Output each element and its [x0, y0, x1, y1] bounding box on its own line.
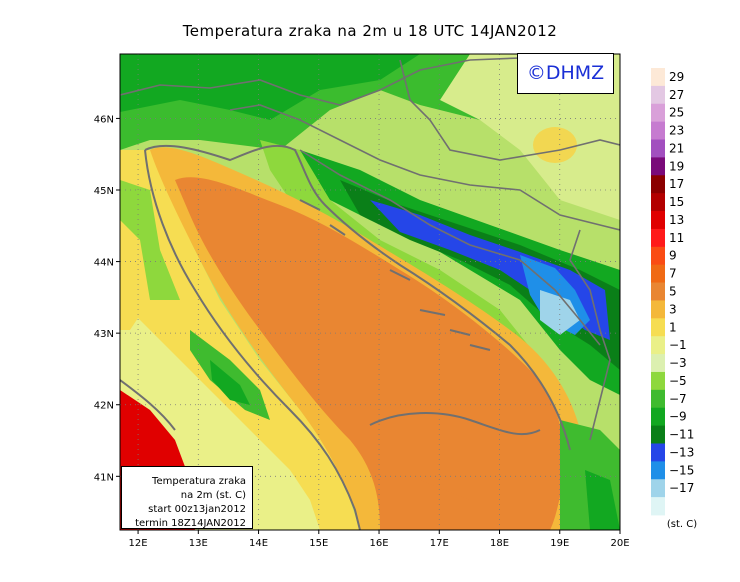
lon-tick-label: 19E	[550, 538, 569, 549]
colorbar-swatch	[651, 68, 665, 87]
info-line-3: start 00z13jan2012	[148, 504, 246, 515]
colorbar-label: −9	[669, 410, 687, 424]
colorbar-label: 19	[669, 159, 684, 173]
colorbar-label: 1	[669, 320, 677, 334]
colorbar-label: 21	[669, 141, 684, 155]
lon-tick-label: 20E	[610, 538, 629, 549]
colorbar-swatch	[651, 461, 665, 480]
colorbar-swatch	[651, 425, 665, 444]
colorbar-swatch	[651, 371, 665, 391]
colorbar: 29 27 25 23 21 19 17 15 13 11 9 7 5 3 1 −1 −3 −5 −7 −9 −11 −1…	[651, 68, 694, 516]
colorbar-label: 29	[669, 70, 684, 84]
info-line-2: na 2m (st. C)	[180, 490, 246, 501]
colorbar-label: 3	[669, 302, 677, 316]
lat-tick-label: 42N	[94, 401, 114, 412]
lon-tick-label: 16E	[370, 538, 389, 549]
colorbar-label: 17	[669, 177, 684, 191]
lat-tick-label: 46N	[94, 114, 114, 125]
colorbar-swatch	[651, 354, 665, 373]
colorbar-label: −1	[669, 338, 687, 352]
colorbar-label: 5	[669, 285, 677, 299]
colorbar-swatch	[651, 336, 665, 355]
coastlines	[120, 144, 571, 530]
colorbar-swatch	[651, 157, 665, 176]
lat-tick-label: 43N	[94, 329, 114, 340]
colorbar-swatch	[651, 479, 665, 498]
colorbar-swatch	[651, 121, 665, 140]
temperature-field	[120, 54, 620, 530]
lat-tick-label: 41N	[94, 472, 114, 483]
colorbar-swatch	[651, 85, 665, 105]
lon-tick-label: 14E	[249, 538, 268, 549]
colorbar-swatch	[651, 246, 665, 266]
colorbar-swatch	[651, 139, 665, 158]
lon-tick-label: 13E	[189, 538, 208, 549]
colorbar-label: −13	[669, 445, 694, 459]
colorbar-label: 15	[669, 195, 684, 209]
colorbar-label: 23	[669, 124, 684, 138]
info-line-4: termin 18Z14JAN2012	[135, 518, 246, 529]
map-title: Temperatura zraka na 2m u 18 UTC 14JAN20…	[182, 22, 558, 40]
info-line-1: Temperatura zraka	[152, 476, 246, 487]
colorbar-label: 7	[669, 267, 677, 281]
colorbar-swatch	[651, 228, 665, 248]
colorbar-label: −5	[669, 374, 687, 388]
colorbar-label: 27	[669, 88, 684, 102]
colorbar-label: −11	[669, 428, 694, 442]
longitude-axis: 12E 13E 14E 15E 16E 17E 18E 19E 20E	[129, 530, 630, 549]
colorbar-label: −7	[669, 392, 687, 406]
colorbar-swatch	[651, 300, 665, 319]
colorbar-swatch	[651, 443, 665, 462]
colorbar-swatch	[651, 282, 665, 301]
colorbar-label: 11	[669, 231, 684, 245]
colorbar-swatch	[651, 407, 665, 426]
latitude-axis: 41N 42N 43N 44N 45N 46N	[94, 114, 120, 483]
colorbar-swatch	[651, 193, 665, 212]
lon-tick-label: 15E	[309, 538, 328, 549]
colorbar-unit: (st. C)	[667, 519, 697, 530]
colorbar-swatch	[651, 211, 665, 230]
colorbar-swatch	[651, 318, 665, 337]
colorbar-label: 25	[669, 106, 684, 120]
colorbar-swatch	[651, 264, 665, 283]
colorbar-label: 9	[669, 249, 677, 263]
dhmz-logo: ©DHMZ	[517, 53, 614, 94]
gridlines	[120, 54, 620, 530]
lon-tick-label: 12E	[129, 538, 148, 549]
lon-tick-label: 17E	[430, 538, 449, 549]
info-box: Temperatura zraka na 2m (st. C) start 00…	[121, 466, 253, 529]
colorbar-label: 13	[669, 213, 684, 227]
colorbar-label: −3	[669, 356, 687, 370]
colorbar-swatch	[651, 103, 665, 123]
lat-tick-label: 44N	[94, 258, 114, 269]
colorbar-swatch	[651, 175, 665, 194]
country-borders	[120, 57, 620, 441]
lon-tick-label: 18E	[490, 538, 509, 549]
colorbar-swatch	[651, 389, 665, 409]
colorbar-swatch	[651, 497, 665, 516]
colorbar-label: −17	[669, 481, 694, 495]
colorbar-label: −15	[669, 463, 694, 477]
lat-tick-label: 45N	[94, 186, 114, 197]
map-frame	[119, 53, 621, 531]
